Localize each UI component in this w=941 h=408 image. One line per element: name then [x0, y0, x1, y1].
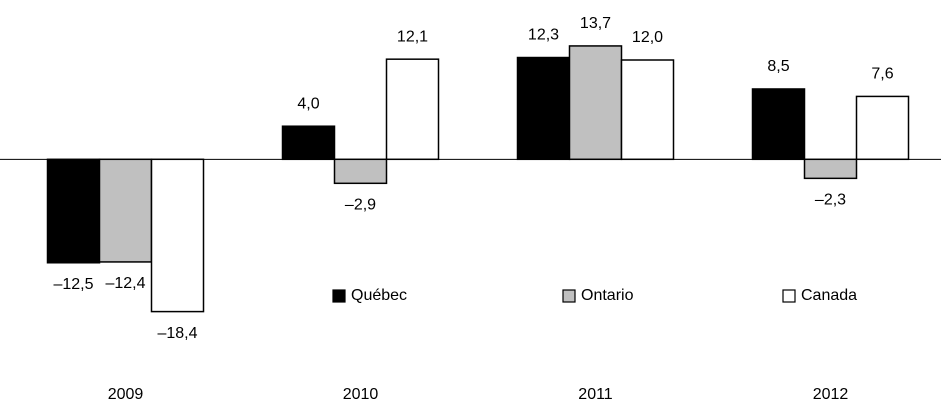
value-label: –18,4	[157, 325, 197, 342]
bar	[333, 158, 388, 185]
value-label: –12,5	[53, 276, 93, 293]
legend-label: Québec	[351, 287, 407, 304]
bar	[855, 95, 910, 161]
value-label: 13,7	[580, 15, 611, 32]
value-label: 8,5	[767, 58, 789, 75]
bar	[751, 88, 806, 161]
legend-label: Canada	[801, 287, 857, 304]
value-label: 12,1	[397, 28, 428, 45]
value-label: 12,0	[632, 29, 663, 46]
bar	[98, 158, 153, 263]
value-label: –2,3	[815, 192, 846, 209]
x-tick-label: 2012	[813, 386, 849, 403]
value-label: 4,0	[297, 95, 319, 112]
value-label: –2,9	[345, 197, 376, 214]
bar	[803, 158, 858, 180]
x-tick-label: 2010	[343, 386, 379, 403]
legend-label: Ontario	[581, 287, 634, 304]
value-label: –12,4	[105, 275, 145, 292]
bar	[620, 59, 675, 161]
bar	[281, 125, 336, 161]
x-tick-label: 2011	[578, 386, 613, 403]
bar	[568, 45, 623, 161]
bar	[46, 158, 101, 264]
legend-swatch	[562, 289, 576, 303]
legend-swatch	[332, 289, 346, 303]
value-label: 12,3	[528, 27, 559, 44]
value-label: 7,6	[871, 66, 893, 83]
bar	[150, 158, 205, 313]
legend-swatch	[782, 289, 796, 303]
x-tick-label: 2009	[108, 386, 144, 403]
bar	[516, 56, 571, 161]
bar	[385, 58, 440, 161]
